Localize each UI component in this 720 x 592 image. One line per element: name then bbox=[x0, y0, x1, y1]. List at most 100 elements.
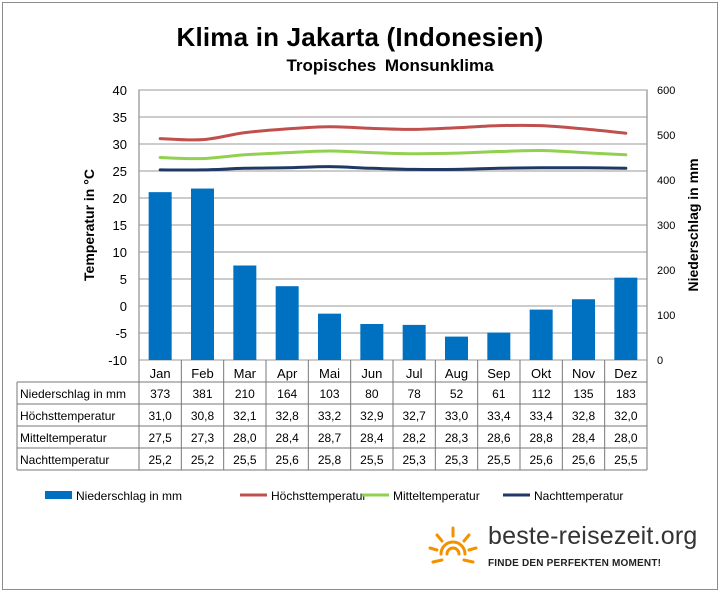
table-cell: 25,3 bbox=[402, 453, 426, 467]
table-cell: 25,2 bbox=[148, 453, 172, 467]
table-cell: 33,2 bbox=[318, 409, 342, 423]
x-tick-label: Nov bbox=[572, 366, 596, 381]
table-cell: 183 bbox=[616, 387, 636, 401]
table-cell: 27,3 bbox=[191, 431, 215, 445]
table-row-label: Höchsttemperatur bbox=[20, 409, 115, 423]
legend-label: Höchsttemperatur bbox=[271, 489, 366, 503]
x-tick-label: Jan bbox=[150, 366, 171, 381]
y-tick-label-left: -10 bbox=[108, 353, 127, 368]
brand-slogan: FINDE DEN PERFEKTEN MOMENT! bbox=[488, 558, 662, 569]
legend-label: Nachttemperatur bbox=[534, 489, 623, 503]
table-cell: 32,8 bbox=[275, 409, 299, 423]
table-cell: 135 bbox=[573, 387, 593, 401]
table-cell: 32,1 bbox=[233, 409, 257, 423]
table-row-label: Nachttemperatur bbox=[20, 453, 109, 467]
table-cell: 25,5 bbox=[487, 453, 511, 467]
bar-nov bbox=[572, 299, 595, 360]
table-cell: 25,6 bbox=[572, 453, 596, 467]
table-cell: 381 bbox=[192, 387, 212, 401]
bar-aug bbox=[445, 336, 468, 360]
y-tick-label-right: 0 bbox=[657, 355, 663, 367]
brand-name[interactable]: beste-reisezeit.org bbox=[488, 522, 698, 550]
legend: Niederschlag in mm Höchsttemperatur Mittel… bbox=[45, 489, 623, 503]
table-cell: 78 bbox=[407, 387, 421, 401]
table-cell: 25,5 bbox=[360, 453, 384, 467]
y-tick-label-left: 35 bbox=[113, 110, 127, 125]
bar-jan bbox=[148, 192, 172, 360]
table-cell: 164 bbox=[277, 387, 297, 401]
bar-mai bbox=[318, 313, 341, 360]
temperature-lines bbox=[158, 123, 628, 172]
table-cell: 52 bbox=[450, 387, 464, 401]
table-cell: 33,4 bbox=[529, 409, 553, 423]
table-cell: 28,8 bbox=[529, 431, 553, 445]
x-tick-label: Okt bbox=[531, 366, 552, 381]
table-cell: 112 bbox=[532, 387, 551, 401]
y-tick-label-left: 15 bbox=[113, 218, 127, 233]
y-tick-label-right: 100 bbox=[657, 310, 675, 322]
data-table: Jan Feb Mar Apr Mai Jun Jul Aug Sep Okt Nov Dez Nied… bbox=[16, 360, 648, 471]
y-tick-label-left: 30 bbox=[113, 137, 127, 152]
chart-subtitle: Tropisches Monsunklima bbox=[286, 56, 494, 75]
table-cell: 28,4 bbox=[572, 431, 596, 445]
bar-dez bbox=[614, 277, 638, 360]
x-tick-label: Mai bbox=[319, 366, 340, 381]
legend-swatch-bar bbox=[45, 491, 72, 499]
table-cell: 28,7 bbox=[318, 431, 342, 445]
y-tick-label-right: 300 bbox=[657, 220, 675, 232]
table-cell: 25,5 bbox=[233, 453, 257, 467]
y-tick-label-right: 200 bbox=[657, 265, 675, 277]
table-cell: 28,0 bbox=[614, 431, 638, 445]
table-cell: 373 bbox=[150, 387, 170, 401]
legend-label: Niederschlag in mm bbox=[76, 489, 182, 503]
bar-feb bbox=[191, 188, 214, 360]
x-tick-label: Mar bbox=[234, 366, 257, 381]
x-tick-label: Apr bbox=[277, 366, 298, 381]
table-cell: 31,0 bbox=[148, 409, 172, 423]
table-cell: 32,9 bbox=[360, 409, 384, 423]
table-cell: 28,3 bbox=[445, 431, 469, 445]
y-tick-label-right: 400 bbox=[657, 175, 675, 187]
axes: -10-505101520253035400100200300400500600… bbox=[81, 83, 701, 368]
precipitation-bars bbox=[148, 188, 638, 360]
line-nachttemperatur bbox=[158, 165, 628, 172]
chart-title: Klima in Jakarta (Indonesien) bbox=[176, 22, 544, 52]
y-tick-label-left: 0 bbox=[120, 299, 127, 314]
brand-logo: beste-reisezeit.org FINDE DEN PERFEKTEN … bbox=[428, 520, 718, 580]
y-tick-label-left: 25 bbox=[113, 164, 127, 179]
y-tick-label-left: 5 bbox=[120, 272, 127, 287]
bar-apr bbox=[275, 286, 299, 360]
x-tick-label: Jul bbox=[406, 366, 423, 381]
table-cell: 28,4 bbox=[275, 431, 299, 445]
y-tick-label-right: 500 bbox=[657, 130, 675, 142]
sun-icon bbox=[428, 526, 478, 564]
table-cell: 32,8 bbox=[572, 409, 596, 423]
bar-jun bbox=[360, 324, 384, 360]
x-tick-label: Dez bbox=[614, 366, 637, 381]
table-row-label: Niederschlag in mm bbox=[20, 387, 126, 401]
y-tick-label-left: 20 bbox=[113, 191, 127, 206]
table-cell: 210 bbox=[235, 387, 255, 401]
table-cell: 25,8 bbox=[318, 453, 342, 467]
table-cell: 27,5 bbox=[148, 431, 172, 445]
legend-label: Mitteltemperatur bbox=[393, 489, 480, 503]
table-cell: 103 bbox=[319, 387, 339, 401]
y-axis-title-right: Niederschlag in mm bbox=[685, 158, 701, 291]
table-cell: 25,6 bbox=[275, 453, 299, 467]
bar-jul bbox=[402, 324, 426, 360]
table-cell: 25,3 bbox=[445, 453, 469, 467]
x-tick-label: Jun bbox=[361, 366, 382, 381]
table-cell: 33,4 bbox=[487, 409, 511, 423]
x-tick-label: Feb bbox=[191, 366, 213, 381]
table-cell: 28,6 bbox=[487, 431, 511, 445]
table-cell: 25,6 bbox=[529, 453, 553, 467]
bar-sep bbox=[487, 332, 511, 360]
table-cell: 61 bbox=[492, 387, 506, 401]
line-mitteltemperatur bbox=[158, 148, 628, 161]
table-cell: 80 bbox=[365, 387, 379, 401]
y-tick-label-right: 600 bbox=[657, 85, 675, 97]
table-cell: 28,2 bbox=[402, 431, 426, 445]
bar-okt bbox=[529, 309, 553, 360]
